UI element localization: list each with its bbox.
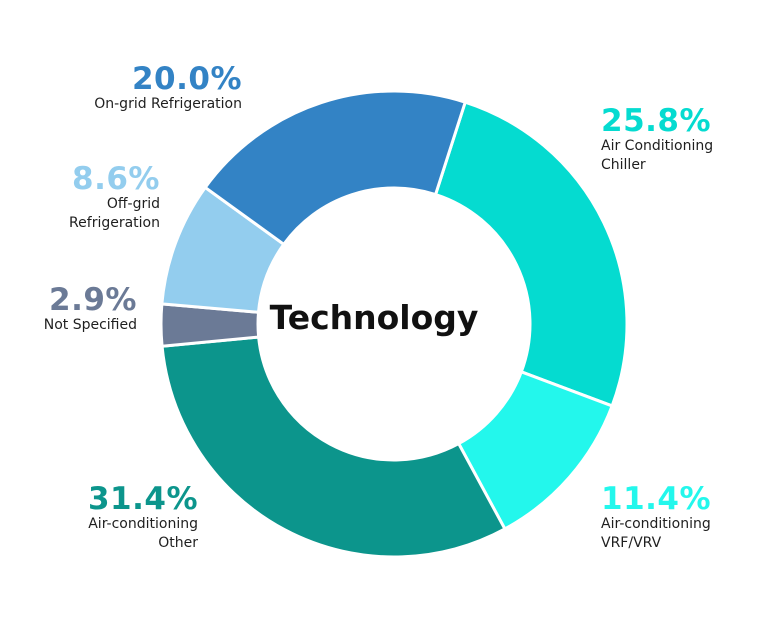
label-air-conditioning-chiller: 25.8% Air Conditioning Chiller	[601, 106, 713, 175]
slice-air-conditioning-other	[160, 335, 507, 559]
label-air-conditioning-other: 31.4% Air-conditioning Other	[88, 484, 198, 553]
slice-name-line: Air-conditioning	[88, 516, 198, 532]
slice-percent: 31.4%	[87, 481, 198, 517]
slice-name-line: Refrigeration	[69, 215, 160, 231]
label-off-grid-refrigeration: 8.6% Off-grid Refrigeration	[69, 164, 160, 233]
slice-name-line: On-grid Refrigeration	[94, 96, 242, 112]
chart-title: Technology	[269, 298, 479, 337]
slice-percent: 8.6%	[72, 161, 160, 197]
label-air-conditioning-vrf: 11.4% Air-conditioning VRF/VRV	[601, 484, 711, 553]
slice-air-conditioning-chiller	[433, 100, 629, 408]
label-on-grid-refrigeration: 20.0% On-grid Refrigeration	[94, 64, 242, 114]
slice-percent: 20.0%	[131, 61, 242, 97]
label-not-specified: 2.9% Not Specified	[44, 285, 137, 335]
slice-name-line: Chiller	[601, 157, 646, 173]
slice-name-line: Not Specified	[43, 317, 137, 333]
slice-name-line: Air-conditioning	[601, 516, 711, 532]
slice-percent: 25.8%	[601, 103, 712, 139]
slice-name-line: Off-grid	[106, 196, 160, 212]
slice-name-line: Other	[158, 535, 198, 551]
slice-percent: 11.4%	[601, 481, 712, 517]
slice-name-line: Air Conditioning	[601, 138, 714, 154]
slice-on-grid-refrigeration	[203, 89, 468, 247]
slice-name-line: VRF/VRV	[601, 535, 662, 551]
slice-percent: 2.9%	[49, 282, 137, 318]
